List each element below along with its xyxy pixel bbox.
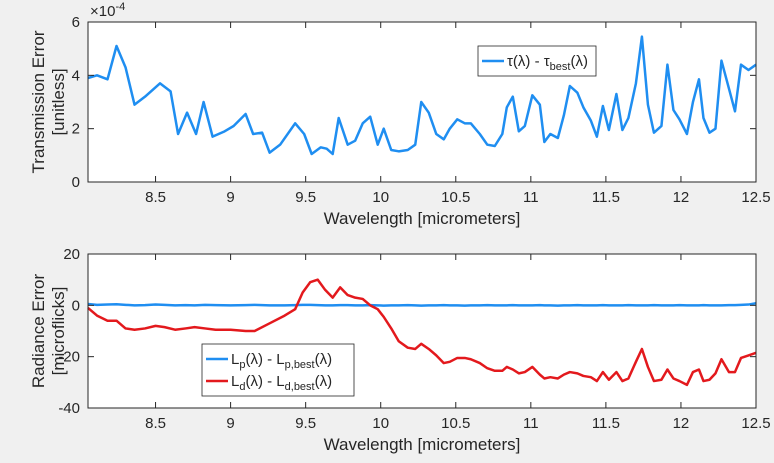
data-line [87, 302, 757, 307]
y-tick-label: 6 [72, 14, 80, 31]
y-axis-label: Transmission Error [29, 30, 48, 173]
legend-label: Lp(λ) - Lp,best(λ) [231, 351, 332, 371]
y-multiplier: ×10-4 [90, 1, 125, 20]
x-axis-label: Wavelength [micrometers] [324, 209, 521, 228]
axes-box [87, 21, 757, 183]
y-axis-label: [unitless] [49, 68, 68, 135]
legend-subscript: p [239, 359, 245, 371]
x-tick-label: 10 [372, 189, 389, 206]
x-tick-label: 8.5 [145, 415, 166, 432]
data-line [87, 35, 757, 156]
multiplier-exponent: -4 [115, 1, 125, 13]
legend-label: Ld(λ) - Ld,best(λ) [231, 373, 332, 393]
legend-text: (λ) - L [245, 351, 284, 368]
multiplier-base: ×10 [90, 3, 115, 20]
plot-area [88, 254, 756, 408]
legend-subscript: p,best [285, 359, 315, 371]
y-axis-label: Radiance Error [29, 273, 48, 388]
x-tick-label: 12.5 [741, 189, 770, 206]
legend-text: L [231, 373, 239, 390]
legend-subscript: best [550, 61, 571, 73]
y-tick-label: -20 [58, 349, 80, 366]
legend-box [201, 343, 355, 397]
y-tick-label: 0 [72, 174, 80, 191]
legend-text: (λ) [315, 373, 333, 390]
legend-label: τ(λ) - τbest(λ) [507, 53, 588, 73]
legend-text: (λ) - L [245, 373, 284, 390]
y-tick-label: 20 [63, 246, 80, 263]
legend-text: L [231, 351, 239, 368]
x-tick-label: 9 [226, 189, 234, 206]
x-tick-label: 10.5 [441, 415, 470, 432]
x-tick-label: 9 [226, 415, 234, 432]
x-tick-label: 9.5 [295, 415, 316, 432]
x-tick-label: 8.5 [145, 189, 166, 206]
legend-subscript: d,best [285, 381, 315, 393]
y-tick-label: 0 [72, 297, 80, 314]
x-tick-label: 12 [673, 189, 690, 206]
x-tick-label: 11 [523, 415, 539, 432]
x-tick-label: 11.5 [592, 415, 620, 432]
x-tick-label: 12.5 [741, 415, 770, 432]
x-tick-label: 11 [523, 189, 539, 206]
axes-box [87, 253, 757, 409]
x-tick-label: 10 [372, 415, 389, 432]
legend-text: (λ) [570, 53, 588, 70]
legend-text: τ(λ) - τ [507, 53, 550, 70]
y-axis-label: [microflicks] [49, 287, 68, 376]
x-tick-label: 10.5 [441, 189, 470, 206]
data-line [87, 278, 757, 387]
y-tick-label: 2 [72, 121, 80, 138]
legend-text: (λ) [315, 351, 333, 368]
legend-subscript: d [239, 381, 245, 393]
y-tick-label: -40 [58, 400, 80, 417]
x-axis-label: Wavelength [micrometers] [324, 435, 521, 454]
y-tick-label: 4 [72, 67, 80, 84]
x-tick-label: 12 [673, 415, 690, 432]
x-tick-label: 11.5 [592, 189, 620, 206]
x-tick-label: 9.5 [295, 189, 316, 206]
